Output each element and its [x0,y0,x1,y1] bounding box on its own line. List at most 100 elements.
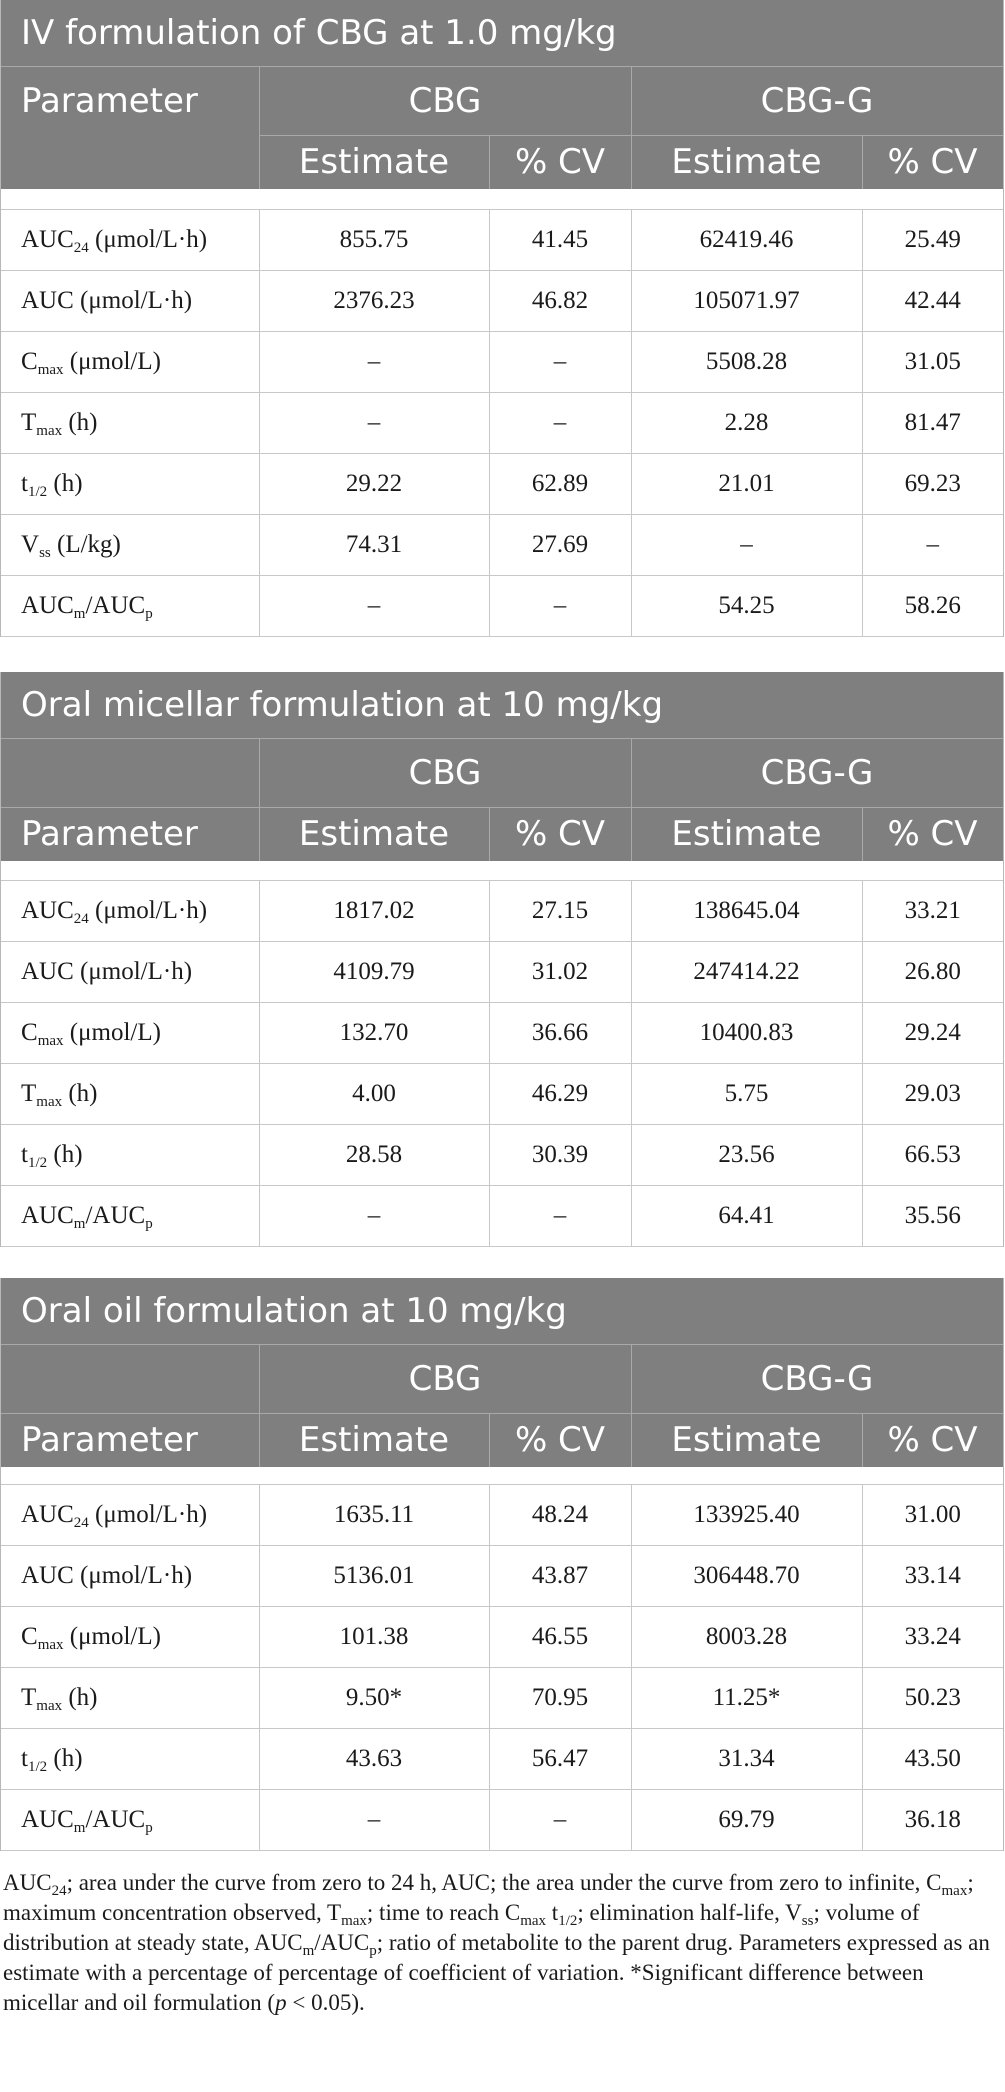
parameter-cell: Vss (L/kg) [1,514,259,576]
parameter-unit: (μmol/L·h) [73,1562,193,1589]
cbg-g-estimate-cell: 133925.40 [630,1484,862,1546]
group-header-cbg-g: CBG-G [760,753,874,793]
cbg-g-estimate-cell: 64.41 [630,1185,862,1247]
header-gridline [631,1345,632,1467]
parameter-cell: t1/2 (h) [1,453,259,515]
data-table: AUC24 (μmol/L·h) 1635.11 48.24 133925.40 31.… [1,1484,1003,1851]
table-section: Oral oil formulation at 10 mg/kg Paramete… [0,1278,1004,1851]
cbg-g-estimate-cell: 138645.04 [630,880,862,942]
parameter-unit: (h) [47,470,83,497]
table-row: Tmax (h) 9.50* 70.95 11.25* 50.23 [1,1667,1003,1729]
cbg-estimate-cell: – [258,392,489,454]
cbg-cv-cell: 27.15 [488,880,631,942]
footnote-text: /AUC [314,1930,370,1955]
group-header-cbg: CBG [408,81,482,121]
footnote-text: ; maximum concentration observed, T [3,1870,974,1925]
parameter-name: AUC [21,592,74,619]
parameter-subscript: max [37,1033,64,1049]
parameter-unit: (μmol/L) [63,348,161,375]
cbg-cv-cell: 43.87 [488,1545,631,1607]
cbg-cv-cell: 46.29 [488,1063,631,1125]
parameter-cell: Cmax (μmol/L) [1,1606,259,1668]
footnote-subscript: 1/2 [558,1913,578,1929]
table-row: AUCm/AUCp – –64.41 35.56 [1,1185,1003,1247]
parameter-cell: AUCm/AUCp [1,1185,259,1247]
header-gridline [489,1413,490,1467]
cbg-g-cv-cell: 25.49 [861,209,1003,271]
cbg-cv-cell: – [488,1789,631,1851]
group-header-cbg: CBG [408,1359,482,1399]
estimate-header: Estimate [298,142,450,182]
cbg-cv-cell: – [488,1185,631,1247]
cbg-g-cv-cell: 33.14 [861,1545,1003,1607]
parameter-subscript: 24 [73,911,89,927]
estimate-header: Estimate [671,142,822,182]
parameter-name: AUC [21,287,74,314]
cbg-g-cv-cell: 35.56 [861,1185,1003,1247]
table-row: AUC24 (μmol/L·h) 1817.02 27.15 138645.04 33.… [1,880,1003,942]
footnote-subscript: max [341,1913,367,1929]
estimate-header: Estimate [671,814,822,854]
parameter-unit: (h) [62,409,98,436]
parameter-name: AUC [21,1806,74,1833]
cbg-estimate-cell: – [258,1185,489,1247]
cbg-estimate-cell: 132.70 [258,1002,489,1064]
cbg-cv-cell: 46.82 [488,270,631,332]
parameter-cell: AUC24 (μmol/L·h) [1,209,259,271]
cbg-g-cv-cell: 36.18 [861,1789,1003,1851]
parameter-cell: AUC (μmol/L·h) [1,270,259,332]
parameter-subscript: max [36,423,63,439]
table-row: Cmax (μmol/L) – –5508.28 31.05 [1,331,1003,393]
cbg-cv-cell: 46.55 [488,1606,631,1668]
parameter-name: T [21,1684,37,1711]
footnote-text: < 0.05). [286,1990,365,2015]
parameter-unit: /AUC [85,592,146,619]
parameter-subscript: max [36,1094,63,1110]
parameter-unit: (μmol/L·h) [73,958,193,985]
parameter-name: C [21,348,38,375]
table-section: IV formulation of CBG at 1.0 mg/kg Parame… [0,0,1004,637]
cbg-g-estimate-cell: 69.79 [630,1789,862,1851]
table-row: AUCm/AUCp – –54.25 58.26 [1,575,1003,637]
title-divider [1,1344,1003,1345]
header-gridline [1,807,259,808]
cbg-estimate-cell: 4109.79 [258,941,489,1003]
cbg-estimate-cell: 1817.02 [258,880,489,942]
footnote-text: ; volume of distribution at steady state… [3,1900,920,1955]
parameter-unit: /AUC [85,1806,146,1833]
cbg-cv-cell: 48.24 [488,1484,631,1546]
parameter-unit: (μmol/L·h) [73,287,193,314]
group-header-cbg: CBG [408,753,482,793]
cbg-g-cv-cell: 81.47 [861,392,1003,454]
cv-header: % CV [887,1420,978,1460]
cbg-g-estimate-cell: 31.34 [630,1728,862,1790]
footnote-italic: p [275,1990,287,2015]
header-gridline [862,807,863,861]
cbg-g-estimate-cell: 8003.28 [630,1606,862,1668]
parameter-unit: /AUC [85,1202,146,1229]
table-row: AUCm/AUCp – –69.79 36.18 [1,1789,1003,1851]
parameter-unit: (μmol/L) [63,1019,161,1046]
parameter-subscript: p [145,606,153,622]
data-table: AUC24 (μmol/L·h) 1817.02 27.15 138645.04 33.… [1,880,1003,1247]
header-gridline [489,807,490,861]
parameter-subscript: 1/2 [27,484,48,500]
cbg-estimate-cell: – [258,1789,489,1851]
parameter-cell: t1/2 (h) [1,1124,259,1186]
parameter-unit: (h) [62,1080,98,1107]
cbg-estimate-cell: – [258,575,489,637]
group-header-cbg-g: CBG-G [760,1359,874,1399]
parameter-cell: AUC24 (μmol/L·h) [1,1484,259,1546]
parameter-unit: (μmol/L·h) [88,226,208,253]
section-header-band: Oral oil formulation at 10 mg/kg Paramete… [1,1278,1003,1467]
parameter-name: C [21,1623,38,1650]
parameter-subscript: 1/2 [27,1155,48,1171]
cbg-g-estimate-cell: 23.56 [630,1124,862,1186]
parameter-name: AUC [21,226,74,253]
parameter-subscript: m [73,606,86,622]
estimate-header: Estimate [298,1420,450,1460]
header-gridline [259,739,260,861]
parameter-unit: (h) [47,1141,83,1168]
parameter-name: AUC [21,897,74,924]
cbg-g-cv-cell: 50.23 [861,1667,1003,1729]
